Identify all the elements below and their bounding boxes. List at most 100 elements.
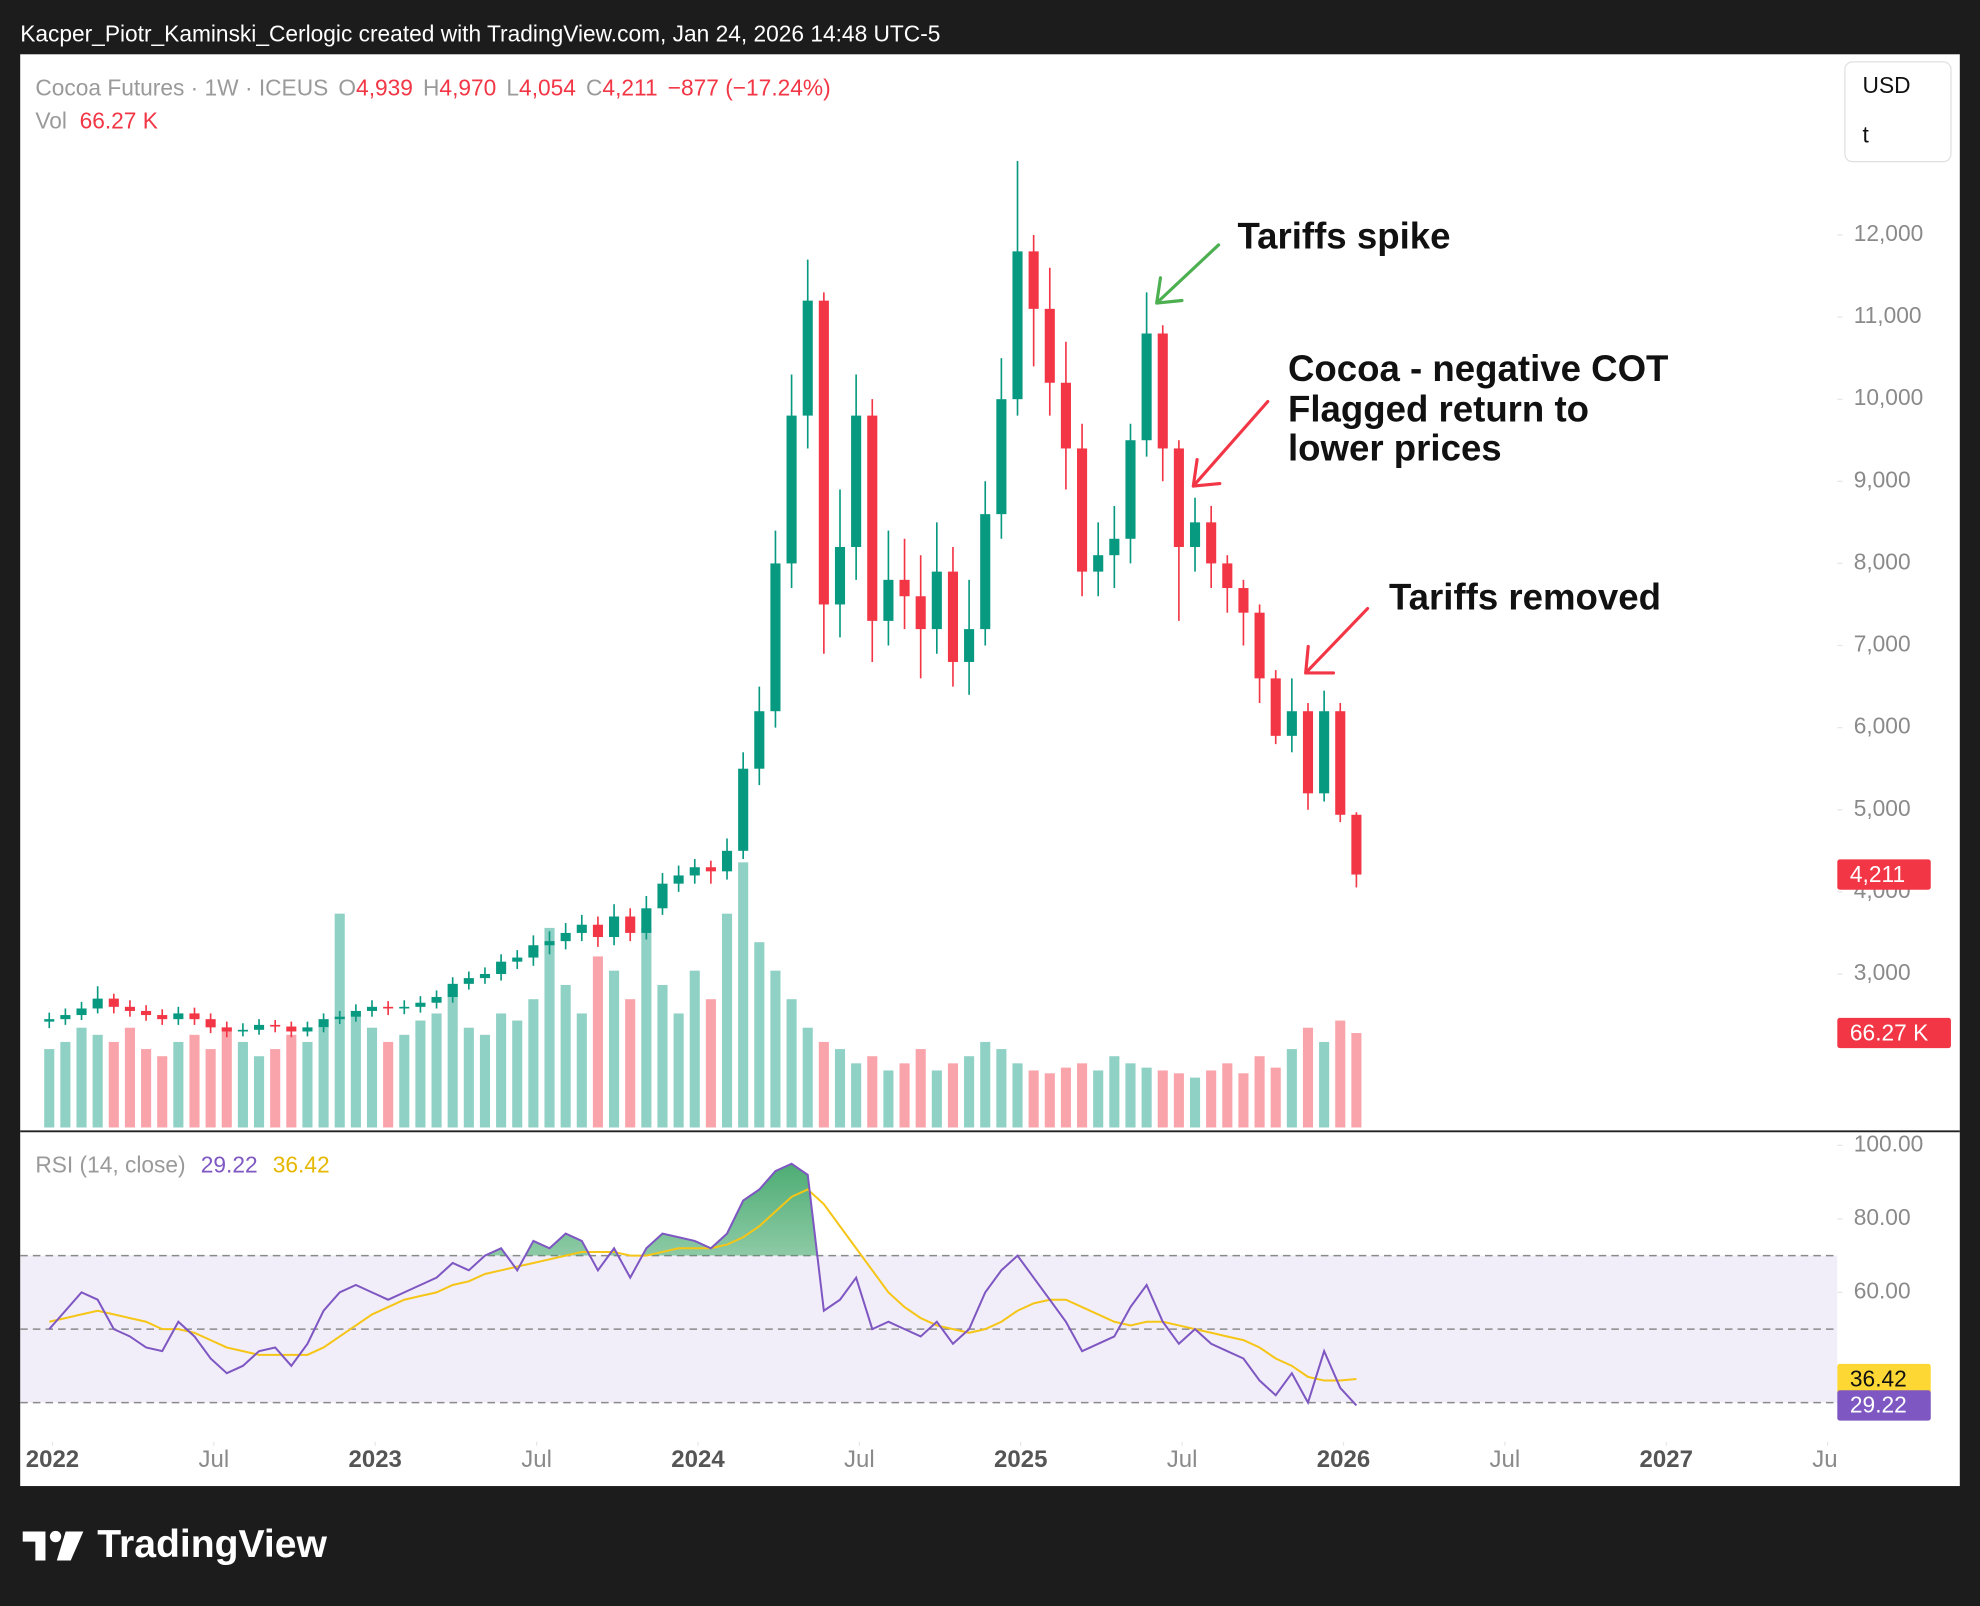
volume-bar [1351,1033,1362,1128]
candle-body [560,932,571,942]
candle-body [366,1006,378,1011]
arrow [1304,606,1370,675]
volume-bar [124,1027,135,1128]
volume-bar [1125,1063,1136,1128]
vol-value: 66.27 K [80,107,158,133]
rsi-label-box [1837,1390,1931,1421]
rsi-legend: RSI (14, close) 29.22 36.42 [35,1152,329,1178]
volume-bar [350,1013,361,1128]
volume-bar [92,1034,103,1128]
arrows [1155,243,1370,675]
volume-bar [1060,1067,1071,1128]
volume-bar [302,1041,313,1128]
volume-bar [641,927,652,1128]
candle-body [867,415,878,621]
y-tick-label: 10,000 [1854,384,1924,410]
volume-bar [141,1049,152,1128]
volume-bar [754,942,765,1128]
candle-body [544,941,555,946]
candle-body [625,916,636,933]
volume-bar [786,999,797,1128]
candle-body [399,1006,410,1009]
logo-mark [22,1531,46,1561]
volume-bar [76,1027,87,1128]
candle-body [738,768,749,851]
candle-body [947,571,959,662]
close-value: 4,211 [602,75,657,101]
candle-body [1044,308,1055,383]
y-tick-label: 3,000 [1854,959,1911,985]
volume-bar [270,1049,281,1128]
rsi-ma-label-box [1837,1363,1931,1395]
unit-box[interactable] [1844,61,1952,163]
x-tick-label: 2023 [349,1446,402,1473]
candle-body [1060,382,1071,449]
volume-bar [1173,1073,1184,1128]
candle-body [1351,814,1362,875]
y-tick-label: 11,000 [1854,302,1922,328]
candle-body [609,916,620,938]
candle-body [1189,522,1201,547]
volume-bar [237,1041,248,1128]
volume-bar [44,1049,55,1128]
volume-bar [528,999,539,1128]
candle-body [996,399,1007,515]
volume-bar [1222,1063,1233,1128]
candle-body [1125,440,1136,539]
volume-bar [1044,1073,1055,1128]
volume-bar [205,1049,216,1128]
legend-line: Cocoa Futures · 1W · ICEUS O4,939 H4,970 L4… [35,75,830,101]
candle-body [447,983,458,997]
volume-bar [463,1027,474,1128]
candle-body [786,415,797,564]
credit: Kacper_Piotr_Kaminski_Cerlogic created w… [20,20,940,46]
currency[interactable]: USD [1863,72,1911,98]
volume-bar [286,1034,297,1128]
unit[interactable]: t [1863,121,1870,147]
candle-body [350,1010,361,1017]
volume-bar [1335,1020,1346,1128]
candle-body [770,563,781,712]
time-axis: 2022 Jul 2023 Jul 2024 Jul 2025 Jul 2026 Jul 2027 J… [26,1441,1837,1473]
candle-body [705,867,716,872]
high-value: 4,970 [439,75,496,101]
volume-legend: Vol 66.27 K [35,107,158,133]
candle-body [964,629,975,662]
volume-bar [625,999,636,1128]
volume-bar [1319,1041,1330,1128]
volume-bar [1028,1070,1039,1128]
close-key: C [586,75,602,101]
candle-body [1012,251,1023,400]
candle-body [383,1006,394,1009]
last-price-label-box [1837,859,1931,890]
x-tick-label: 2022 [26,1446,79,1473]
volume-bar [609,970,620,1128]
candle-body [496,961,507,974]
candle-body [1077,448,1088,572]
vol-key: Vol [35,107,67,133]
volume-bar [544,927,555,1128]
candle-body [1302,711,1314,794]
volume-bar [834,1049,846,1128]
low-key: L [506,75,519,101]
x-tick-label: Jul [199,1446,230,1473]
volume-bar [738,862,749,1128]
rsi-tick-label: 80.00 [1854,1204,1911,1230]
volume-bar [1286,1049,1297,1128]
candle-body [173,1013,184,1020]
volume-bar [705,999,716,1128]
candle-body [931,571,942,630]
logo-mark [49,1530,62,1543]
rsi-value: 29.22 [201,1152,258,1178]
volume-bar [1206,1070,1217,1128]
volume-bar [253,1056,265,1128]
candle-body [1206,522,1217,564]
candle-body [899,579,910,597]
volume-bar [673,1013,684,1128]
candle-body [270,1024,281,1027]
x-tick-label: 2025 [994,1446,1047,1473]
volume-bar [157,1056,168,1128]
volume-bar [851,1063,862,1128]
candle-body [1335,711,1346,815]
volume-bar [60,1041,71,1128]
